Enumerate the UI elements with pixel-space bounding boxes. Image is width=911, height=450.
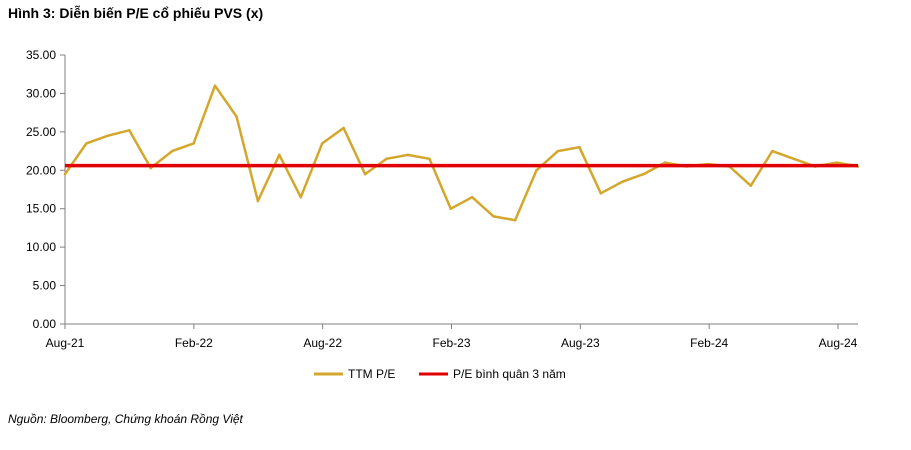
ttm-pe-point: [556, 149, 560, 153]
ttm-pe-point: [620, 180, 624, 184]
ttm-pe-point: [127, 129, 131, 132]
ttm-pe-point: [449, 207, 453, 211]
ttm-pe-point: [578, 145, 581, 149]
y-axis: 0.00 5.00 10.00 15.00 20.00 25.00 30.00 35.00: [26, 48, 66, 331]
y-tick-label: 10.00: [26, 240, 56, 254]
ttm-pe-point: [170, 149, 174, 153]
ttm-pe-point: [385, 157, 388, 161]
ttm-pe-point: [663, 161, 667, 164]
ttm-pe-point: [642, 172, 645, 176]
legend: TTM P/E P/E bình quân 3 năm: [314, 367, 566, 381]
source-note: Nguồn: Bloomberg, Chứng khoán Rồng Việt: [8, 412, 243, 426]
y-tick-label: 0.00: [33, 317, 57, 331]
y-tick-label: 25.00: [26, 125, 56, 139]
ttm-pe-line: [63, 84, 859, 222]
x-tick-label: Feb-22: [175, 336, 213, 350]
ttm-pe-point: [470, 195, 474, 199]
x-axis: Aug-21 Feb-22 Aug-22 Feb-23 Aug-23 Feb-24 Aug-…: [46, 323, 858, 350]
legend-label-avg-pe: P/E bình quân 3 năm: [453, 367, 566, 381]
ttm-pe-point: [406, 153, 410, 157]
chart-title: Hình 3: Diễn biến P/E cổ phiếu PVS (x): [8, 5, 264, 21]
ttm-pe-point: [342, 126, 345, 130]
x-tick-label: Aug-22: [303, 336, 342, 350]
y-tick-label: 35.00: [26, 48, 56, 62]
ttm-pe-point: [770, 149, 774, 153]
series-layer: [63, 84, 860, 222]
ttm-pe-point: [235, 115, 238, 118]
ttm-pe-point: [192, 142, 195, 145]
ttm-pe-point: [363, 172, 367, 176]
ttm-pe-point: [278, 153, 281, 157]
ttm-pe-point: [213, 84, 217, 88]
x-tick-label: Feb-24: [690, 336, 728, 350]
ttm-pe-point: [63, 172, 67, 176]
y-tick-label: 30.00: [26, 86, 56, 100]
ttm-pe-point: [299, 195, 303, 199]
y-tick-label: 20.00: [26, 163, 56, 177]
legend-label-ttm-pe: TTM P/E: [348, 367, 395, 381]
x-tick-label: Feb-23: [432, 336, 470, 350]
ttm-pe-point: [535, 168, 538, 172]
ttm-pe-point: [428, 157, 431, 161]
ttm-pe-point: [492, 215, 495, 218]
ttm-pe-point: [320, 142, 324, 145]
y-tick-label: 5.00: [33, 279, 57, 293]
ttm-pe-point: [513, 218, 517, 222]
ttm-pe-point: [256, 199, 260, 203]
y-tick-label: 15.00: [26, 202, 56, 216]
ttm-pe-point: [106, 134, 110, 137]
ttm-pe-point: [749, 184, 753, 187]
x-tick-label: Aug-24: [819, 336, 858, 350]
x-tick-label: Aug-23: [561, 336, 600, 350]
ttm-pe-point: [792, 157, 796, 161]
x-tick-label: Aug-21: [46, 336, 85, 350]
ttm-pe-point: [599, 192, 603, 195]
ttm-pe-point: [85, 142, 88, 145]
ttm-pe-point: [835, 161, 838, 164]
